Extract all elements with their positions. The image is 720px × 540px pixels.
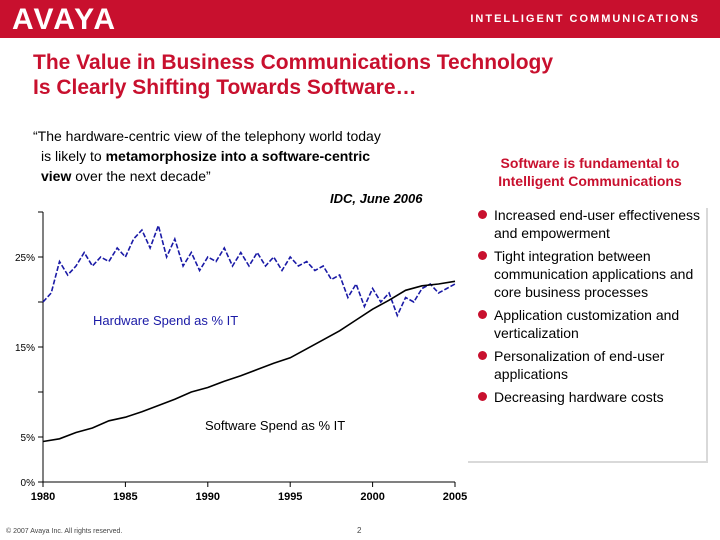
benefits-list: Increased end-user effectiveness and emp… <box>466 206 706 406</box>
list-item-label: Personalization of end-user applications <box>494 348 665 382</box>
list-item: Application customization and verticaliz… <box>478 306 702 342</box>
panel-title: Software is fundamental to Intelligent C… <box>470 154 710 190</box>
hardware-series-label: Hardware Spend as % IT <box>93 313 238 328</box>
y-tick-label: 25% <box>15 253 35 264</box>
bullet-icon <box>478 310 487 319</box>
idc-quote: “The hardware-centric view of the teleph… <box>33 126 453 186</box>
quote-line-2-bold: metamorphosize into a software-centric <box>105 148 371 164</box>
x-tick-label: 2000 <box>360 491 384 503</box>
copyright-notice: © 2007 Avaya Inc. All rights reserved. <box>6 528 123 535</box>
list-item-label: Tight integration between communication … <box>494 248 694 300</box>
bullet-icon <box>478 210 487 219</box>
slide-title: The Value in Business Communications Tec… <box>33 50 693 100</box>
quote-source: IDC, June 2006 <box>330 191 423 206</box>
benefits-panel: Increased end-user effectiveness and emp… <box>466 206 706 461</box>
quote-line-2-text: is likely to <box>41 148 106 164</box>
slide-title-line-2: Is Clearly Shifting Towards Software… <box>33 76 417 99</box>
it-spend-line-chart: 0% 5% 15% 25% 1980 1985 1990 1995 2000 2005 Hardwa… <box>15 211 467 503</box>
list-item-label: Increased end-user effectiveness and emp… <box>494 207 700 241</box>
software-series-label: Software Spend as % IT <box>205 418 345 433</box>
quote-line-3-text: over the next decade” <box>71 168 211 184</box>
chart-plot-area: 0% 5% 15% 25% 1980 1985 1990 1995 2000 2005 Hardwa… <box>15 211 467 503</box>
header-tagline: INTELLIGENT COMMUNICATIONS <box>470 13 700 25</box>
software-spend-line <box>42 280 456 443</box>
y-tick-label: 5% <box>21 433 36 444</box>
x-tick-label: 2005 <box>443 491 467 503</box>
hardware-spend-line <box>42 222 456 318</box>
panel-title-line-2: Intelligent Communications <box>498 173 682 189</box>
quote-line-3: view over the next decade” <box>33 166 453 186</box>
list-item: Tight integration between communication … <box>478 247 702 301</box>
avaya-logo: AVAYA <box>12 3 118 36</box>
bullet-icon <box>478 351 487 360</box>
x-tick-label: 1995 <box>278 491 302 503</box>
x-tick-label: 1980 <box>31 491 55 503</box>
x-tick-label: 1990 <box>196 491 220 503</box>
list-item: Increased end-user effectiveness and emp… <box>478 206 702 242</box>
y-tick-label: 15% <box>15 343 35 354</box>
panel-title-line-1: Software is fundamental to <box>500 155 680 171</box>
bullet-icon <box>478 392 487 401</box>
list-item: Decreasing hardware costs <box>478 388 702 406</box>
header-bar: AVAYA INTELLIGENT COMMUNICATIONS <box>0 0 720 38</box>
x-tick-label: 1985 <box>113 491 137 503</box>
slide-title-line-1: The Value in Business Communications Tec… <box>33 51 554 74</box>
list-item: Personalization of end-user applications <box>478 347 702 383</box>
list-item-label: Decreasing hardware costs <box>494 389 664 405</box>
list-item-label: Application customization and verticaliz… <box>494 307 680 341</box>
quote-line-1: “The hardware-centric view of the teleph… <box>33 128 381 144</box>
quote-line-2: is likely to metamorphosize into a softw… <box>33 146 453 166</box>
quote-line-3-bold: view <box>41 168 72 184</box>
page-number: 2 <box>357 526 362 535</box>
bullet-icon <box>478 251 487 260</box>
y-tick-label: 0% <box>21 478 36 489</box>
